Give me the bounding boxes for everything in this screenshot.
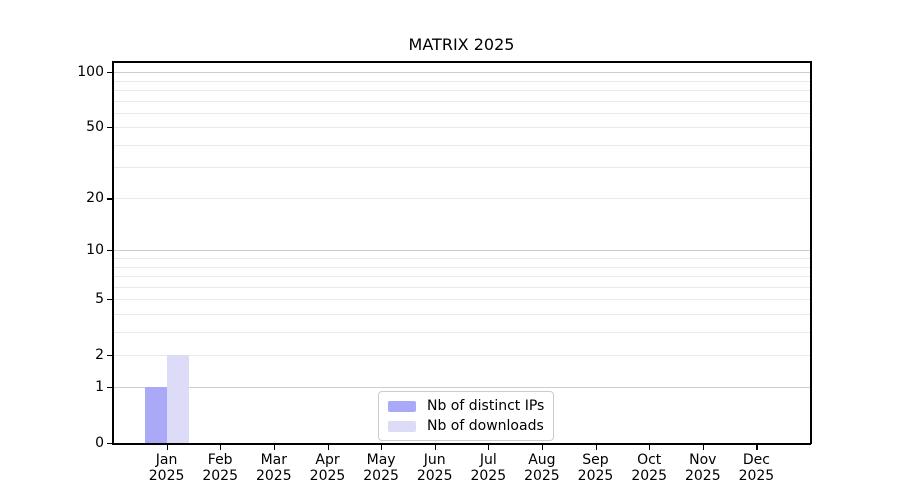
y-tick-label: 0	[95, 435, 104, 451]
x-tick-label: Nov 2025	[673, 452, 733, 484]
x-tick-month: Sep	[582, 452, 609, 468]
x-tick-label: Oct 2025	[619, 452, 679, 484]
legend-swatch-distinct-ips	[388, 400, 416, 412]
axis-spine-bottom	[112, 443, 811, 445]
x-tick-year: 2025	[255, 468, 292, 484]
y-gridline-minor	[113, 354, 810, 356]
y-tick-label: 100	[77, 64, 104, 81]
y-gridline-major	[113, 387, 810, 389]
x-tick-mark	[273, 444, 275, 450]
y-gridline-major	[113, 72, 810, 74]
x-tick-year: 2025	[309, 468, 346, 484]
y-tick-label: 10	[86, 242, 104, 259]
x-tick-mark	[381, 444, 383, 450]
y-tick-label: 20	[86, 190, 104, 207]
legend-label-downloads: Nb of downloads	[427, 418, 544, 434]
x-tick-month: Aug	[528, 452, 556, 468]
legend-swatch-downloads	[388, 420, 416, 432]
y-gridline-minor	[113, 89, 810, 91]
x-tick-label: Aug 2025	[512, 452, 572, 484]
axis-spine-right	[810, 61, 812, 444]
x-tick-year: 2025	[470, 468, 507, 484]
plot-area	[113, 62, 810, 443]
y-tick-label: 50	[86, 119, 104, 136]
x-tick-month: Apr	[315, 452, 340, 468]
x-tick-month: Oct	[637, 452, 662, 468]
y-gridline-minor	[113, 127, 810, 129]
x-tick-year: 2025	[738, 468, 775, 484]
y-tick-label: 1	[95, 379, 104, 396]
x-tick-label: Mar 2025	[244, 452, 304, 484]
x-tick-mark	[541, 444, 544, 450]
y-gridline-minor	[113, 258, 810, 259]
y-gridline-minor	[113, 275, 810, 277]
x-tick-year: 2025	[684, 468, 721, 484]
x-tick-year: 2025	[148, 468, 185, 484]
bar-distinct-ips-jan-2025	[144, 387, 167, 443]
x-tick-label: Feb 2025	[190, 452, 250, 484]
x-tick-label: May 2025	[351, 452, 411, 484]
x-tick-year: 2025	[524, 468, 560, 484]
x-tick-mark	[434, 444, 436, 450]
x-tick-mark	[649, 444, 651, 450]
x-tick-month: Dec	[742, 452, 770, 468]
x-tick-month: Jun	[423, 452, 446, 468]
x-tick-label: Jan 2025	[137, 452, 197, 484]
y-tick-mark	[107, 443, 113, 445]
x-tick-year: 2025	[416, 468, 453, 484]
x-tick-year: 2025	[202, 468, 238, 484]
y-gridline-minor	[113, 331, 810, 333]
x-tick-month: Mar	[260, 452, 287, 468]
x-tick-mark	[166, 444, 168, 450]
x-tick-month: Nov	[689, 452, 717, 468]
x-tick-mark	[488, 444, 490, 450]
y-gridline-minor	[113, 286, 810, 288]
x-tick-label: Jul 2025	[458, 452, 518, 484]
y-gridline-minor	[113, 144, 810, 146]
x-tick-mark	[220, 444, 222, 450]
x-tick-mark	[595, 444, 597, 450]
x-tick-month: May	[366, 452, 396, 468]
y-gridline-minor	[113, 198, 810, 200]
y-tick-label: 2	[95, 346, 104, 363]
y-tick-label: 5	[95, 291, 104, 307]
x-tick-month: Jul	[479, 452, 497, 468]
x-tick-label: Jun 2025	[405, 452, 465, 484]
bar-downloads-jan-2025	[166, 354, 189, 443]
y-gridline-major	[113, 250, 810, 252]
x-tick-month: Feb	[207, 452, 233, 468]
legend-item-distinct-ips: Nb of distinct IPs	[388, 398, 544, 414]
legend-item-downloads: Nb of downloads	[388, 418, 544, 434]
y-gridline-minor	[113, 313, 810, 315]
legend-label-distinct-ips: Nb of distinct IPs	[427, 398, 545, 414]
x-tick-mark	[702, 444, 704, 450]
x-tick-year: 2025	[577, 468, 614, 484]
x-tick-label: Apr 2025	[298, 452, 358, 484]
x-tick-mark	[756, 444, 758, 450]
x-tick-label: Dec 2025	[726, 452, 786, 484]
y-gridline-minor	[113, 167, 810, 169]
y-gridline-minor	[113, 266, 810, 268]
x-tick-year: 2025	[631, 468, 667, 484]
x-tick-label: Sep 2025	[566, 452, 626, 484]
x-tick-mark	[327, 444, 329, 450]
y-gridline-minor	[113, 112, 810, 114]
y-gridline-minor	[113, 80, 810, 82]
legend: Nb of distinct IPs Nb of downloads	[378, 391, 555, 441]
chart-title: MATRIX 2025	[408, 35, 515, 54]
y-gridline-minor	[113, 100, 810, 102]
x-tick-year: 2025	[363, 468, 399, 484]
y-gridline-minor	[113, 299, 810, 300]
x-tick-month: Jan	[155, 452, 178, 468]
